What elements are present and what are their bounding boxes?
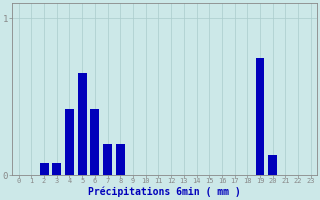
Bar: [40, 163, 49, 175]
Bar: [78, 73, 87, 175]
Bar: [268, 155, 277, 175]
Bar: [52, 163, 61, 175]
Bar: [256, 58, 265, 175]
X-axis label: Précipitations 6min ( mm ): Précipitations 6min ( mm ): [88, 187, 241, 197]
Bar: [91, 109, 99, 175]
Bar: [116, 144, 125, 175]
Bar: [65, 109, 74, 175]
Bar: [103, 144, 112, 175]
